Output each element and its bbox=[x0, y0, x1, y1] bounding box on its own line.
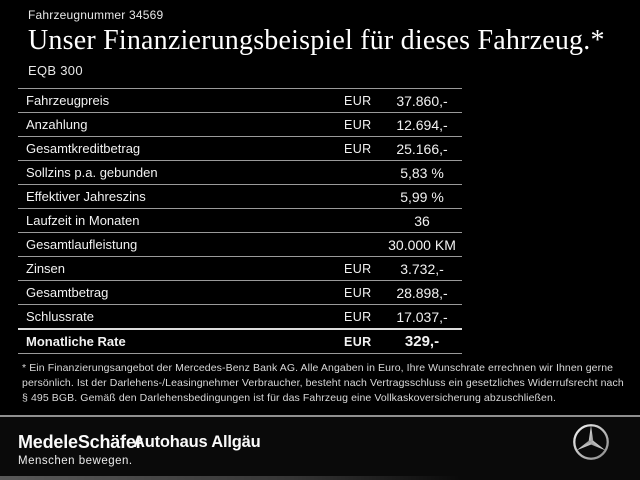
row-currency: EUR bbox=[344, 141, 372, 156]
table-row: Fahrzeugpreis EUR 37.860,- bbox=[18, 88, 462, 112]
footer-bottom-glow bbox=[0, 476, 640, 480]
footnote-line: § 495 BGB. Gemäß den Darlehensbedingunge… bbox=[22, 392, 556, 404]
mercedes-star-icon bbox=[573, 424, 609, 460]
table-row-monthly-rate: Monatliche Rate EUR 329,- bbox=[18, 328, 462, 353]
finance-table: Fahrzeugpreis EUR 37.860,- Anzahlung EUR… bbox=[18, 88, 462, 354]
dealer-secondary-logo: Autohaus Allgäu bbox=[133, 433, 261, 451]
row-value: 3.732,- bbox=[400, 260, 444, 277]
row-value: 17.037,- bbox=[396, 308, 448, 325]
row-value: 37.860,- bbox=[396, 92, 448, 109]
table-row: Effektiver Jahreszins 5,99 % bbox=[18, 184, 462, 208]
row-label: Gesamtlaufleistung bbox=[26, 237, 138, 252]
vehicle-model: EQB 300 bbox=[28, 63, 83, 78]
row-value: 30.000 KM bbox=[388, 236, 456, 253]
row-currency: EUR bbox=[344, 261, 372, 276]
row-value: 5,83 % bbox=[400, 164, 444, 181]
row-label: Laufzeit in Monaten bbox=[26, 213, 140, 228]
row-label: Sollzins p.a. gebunden bbox=[26, 165, 158, 180]
table-row: Gesamtbetrag EUR 28.898,- bbox=[18, 280, 462, 304]
table-row: Sollzins p.a. gebunden 5,83 % bbox=[18, 160, 462, 184]
row-label: Schlussrate bbox=[26, 309, 94, 324]
row-currency: EUR bbox=[344, 334, 372, 349]
row-value: 28.898,- bbox=[396, 284, 448, 301]
vehicle-number: Fahrzeugnummer 34569 bbox=[28, 8, 164, 22]
table-row: Gesamtlaufleistung 30.000 KM bbox=[18, 232, 462, 256]
row-currency: EUR bbox=[344, 309, 372, 324]
row-label: Fahrzeugpreis bbox=[26, 93, 110, 108]
dealer-logo: MedeleSchäfer bbox=[18, 432, 143, 452]
table-row: Laufzeit in Monaten 36 bbox=[18, 208, 462, 232]
row-currency: EUR bbox=[344, 117, 372, 132]
row-value: 329,- bbox=[404, 333, 440, 350]
row-label: Anzahlung bbox=[26, 117, 88, 132]
row-currency: EUR bbox=[344, 93, 372, 108]
footnote-line: * Ein Finanzierungsangebot der Mercedes-… bbox=[22, 362, 614, 374]
table-row: Schlussrate EUR 17.037,- bbox=[18, 304, 462, 328]
table-row: Zinsen EUR 3.732,- bbox=[18, 256, 462, 280]
footnote: * Ein Finanzierungsangebot der Mercedes-… bbox=[22, 361, 628, 406]
row-label: Gesamtkreditbetrag bbox=[26, 141, 141, 156]
footer-bar: MedeleSchäfer Menschen bewegen. Autohaus… bbox=[0, 415, 640, 480]
table-row: Gesamtkreditbetrag EUR 25.166,- bbox=[18, 136, 462, 160]
dealer-tagline: Menschen bewegen. bbox=[18, 455, 133, 467]
row-label: Gesamtbetrag bbox=[26, 285, 109, 300]
row-value: 12.694,- bbox=[396, 116, 448, 133]
row-currency: EUR bbox=[344, 285, 372, 300]
row-value: 25.166,- bbox=[396, 140, 448, 157]
row-label: Zinsen bbox=[26, 261, 66, 276]
page-title: Unser Finanzierungsbeispiel für dieses F… bbox=[28, 25, 605, 56]
row-label: Monatliche Rate bbox=[26, 334, 126, 349]
header: Fahrzeugnummer 34569 Unser Finanzierungs… bbox=[28, 8, 630, 78]
table-row: Anzahlung EUR 12.694,- bbox=[18, 112, 462, 136]
footnote-line: persönlich. Ist der Darlehens-/Leasingne… bbox=[22, 377, 624, 389]
row-value: 36 bbox=[414, 212, 430, 229]
row-label: Effektiver Jahreszins bbox=[26, 189, 146, 204]
row-value: 5,99 % bbox=[400, 188, 444, 205]
